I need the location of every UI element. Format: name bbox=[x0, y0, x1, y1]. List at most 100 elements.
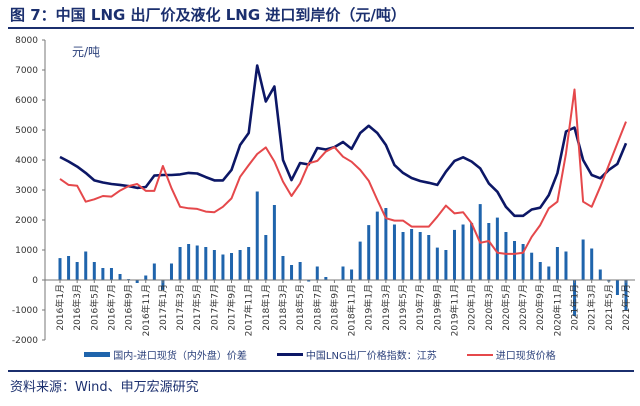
bar-2020-06 bbox=[513, 241, 517, 280]
bar-2018-12 bbox=[358, 241, 362, 280]
source-note: 资料来源：Wind、申万宏源研究 bbox=[10, 380, 199, 395]
bar-2020-09 bbox=[538, 262, 542, 280]
x-tick-label: 2017年5月 bbox=[191, 284, 203, 331]
bar-2016-07 bbox=[109, 268, 113, 280]
x-tick-label: 2018年11月 bbox=[346, 284, 358, 336]
bar-2017-03 bbox=[178, 247, 182, 280]
legend-label: 中国LNG出厂价格指数：江苏 bbox=[305, 351, 437, 362]
line-import-spot-price bbox=[59, 88, 627, 255]
bar-2019-11 bbox=[452, 229, 456, 280]
bar-2018-11 bbox=[350, 269, 354, 280]
x-tick-label: 2020年5月 bbox=[500, 284, 512, 331]
bar-2019-04 bbox=[392, 224, 396, 280]
bar-2019-03 bbox=[384, 208, 388, 280]
bar-2018-05 bbox=[298, 262, 302, 280]
title-rule bbox=[8, 27, 634, 29]
x-tick-label: 2020年1月 bbox=[466, 284, 478, 331]
x-tick-label: 2017年7月 bbox=[208, 284, 220, 331]
bar-2021-03 bbox=[590, 248, 594, 280]
legend-swatch-line bbox=[466, 353, 493, 356]
bar-2019-07 bbox=[418, 232, 422, 280]
legend-label: 国内-进口现货（内外盘）价差 bbox=[113, 351, 247, 362]
x-tick-label: 2017年11月 bbox=[243, 284, 255, 336]
bar-2020-04 bbox=[495, 217, 499, 280]
x-tick-label: 2021年1月 bbox=[569, 284, 581, 331]
bar-2018-04 bbox=[290, 265, 294, 280]
bar-2016-11 bbox=[144, 275, 148, 280]
x-tick-label: 2018年5月 bbox=[294, 284, 306, 331]
x-tick-label: 2019年7月 bbox=[414, 284, 426, 331]
bar-2020-05 bbox=[504, 232, 508, 280]
x-tick-label: 2016年11月 bbox=[140, 284, 152, 336]
x-tick-label: 2018年9月 bbox=[328, 284, 340, 331]
x-tick-label: 2017年1月 bbox=[157, 284, 169, 331]
legend-item-domestic: 中国LNG出厂价格指数：江苏 bbox=[276, 347, 437, 362]
legend-swatch-bar bbox=[84, 352, 111, 357]
x-tick-label: 2019年5月 bbox=[397, 284, 409, 331]
legend-label: 进口现货价格 bbox=[495, 351, 556, 362]
bar-2016-03 bbox=[75, 262, 79, 280]
y-tick-label: -1000 bbox=[12, 306, 38, 316]
bar-2020-08 bbox=[530, 252, 534, 280]
y-axis: -2000 -1000 0 1000 2000 3000 4000 5000 6000 7000 8… bbox=[12, 36, 46, 345]
y-tick-label: 6000 bbox=[15, 96, 38, 106]
x-tick-label: 2019年1月 bbox=[363, 284, 375, 331]
y-tick-label: -2000 bbox=[12, 336, 38, 345]
bar-2020-01 bbox=[470, 223, 474, 280]
bar-2020-07 bbox=[521, 244, 525, 280]
bar-2017-07 bbox=[212, 250, 216, 280]
legend-item-spread: 国内-进口现货（内外盘）价差 bbox=[84, 347, 247, 362]
bar-2020-11 bbox=[555, 247, 559, 280]
x-tick-label: 2021年5月 bbox=[603, 284, 615, 331]
bar-2019-09 bbox=[435, 247, 439, 280]
bar-2016-02 bbox=[67, 256, 71, 280]
bar-2017-11 bbox=[247, 247, 251, 280]
x-axis: 2016年1月 2016年3月 2016年5月 2016年7月 2016年9月 2016年… bbox=[45, 279, 635, 336]
legend-swatch-line bbox=[276, 353, 303, 356]
x-tick-label: 2018年7月 bbox=[311, 284, 323, 331]
source-rule bbox=[8, 370, 634, 372]
x-tick-label: 2016年3月 bbox=[71, 284, 83, 331]
x-tick-label: 2021年7月 bbox=[620, 284, 632, 331]
bar-2020-12 bbox=[564, 251, 568, 280]
y-tick-label: 5000 bbox=[15, 126, 38, 136]
x-tick-label: 2017年9月 bbox=[226, 284, 238, 331]
bar-2017-01 bbox=[161, 280, 165, 290]
legend: 国内-进口现货（内外盘）价差 中国LNG出厂价格指数：江苏 进口现货价格 bbox=[0, 347, 640, 362]
bar-2016-06 bbox=[101, 268, 105, 280]
bar-2018-10 bbox=[341, 266, 345, 280]
bar-2017-09 bbox=[230, 253, 234, 280]
bar-2017-06 bbox=[204, 247, 208, 280]
y-tick-label: 2000 bbox=[15, 216, 38, 226]
line-domestic-lng-price bbox=[59, 64, 628, 218]
x-tick-label: 2020年7月 bbox=[517, 284, 529, 331]
x-tick-label: 2016年9月 bbox=[123, 284, 135, 331]
bar-2019-12 bbox=[461, 224, 465, 280]
bar-2019-06 bbox=[410, 229, 414, 280]
x-tick-label: 2016年7月 bbox=[105, 284, 117, 331]
x-tick-label: 2016年5月 bbox=[88, 284, 100, 331]
bar-2019-10 bbox=[444, 250, 448, 280]
bar-2017-12 bbox=[255, 191, 259, 280]
y-tick-label: 0 bbox=[32, 276, 38, 286]
y-tick-label: 1000 bbox=[15, 246, 38, 256]
y-tick-label: 7000 bbox=[15, 66, 38, 76]
bar-2016-01 bbox=[58, 258, 62, 280]
bar-2019-05 bbox=[401, 232, 405, 280]
bar-2018-02 bbox=[272, 205, 276, 280]
x-tick-label: 2020年9月 bbox=[534, 284, 546, 331]
chart-title: 图 7：中国 LNG 出厂价及液化 LNG 进口到岸价（元/吨） bbox=[10, 6, 406, 24]
bar-2017-08 bbox=[221, 254, 225, 280]
legend-item-import: 进口现货价格 bbox=[466, 347, 556, 362]
line-series bbox=[59, 64, 628, 255]
bar-2017-04 bbox=[187, 244, 191, 280]
y-tick-label: 4000 bbox=[15, 156, 38, 166]
y-axis-label: 元/吨 bbox=[72, 45, 100, 59]
x-tick-label: 2020年11月 bbox=[551, 284, 563, 336]
bar-2021-01 bbox=[573, 280, 577, 316]
x-tick-label: 2018年1月 bbox=[260, 284, 272, 331]
bar-2018-06 bbox=[307, 280, 311, 282]
chart-area: -2000 -1000 0 1000 2000 3000 4000 5000 6000 7000 8… bbox=[12, 36, 635, 345]
bar-2018-01 bbox=[264, 235, 268, 280]
bar-2019-02 bbox=[375, 211, 379, 280]
